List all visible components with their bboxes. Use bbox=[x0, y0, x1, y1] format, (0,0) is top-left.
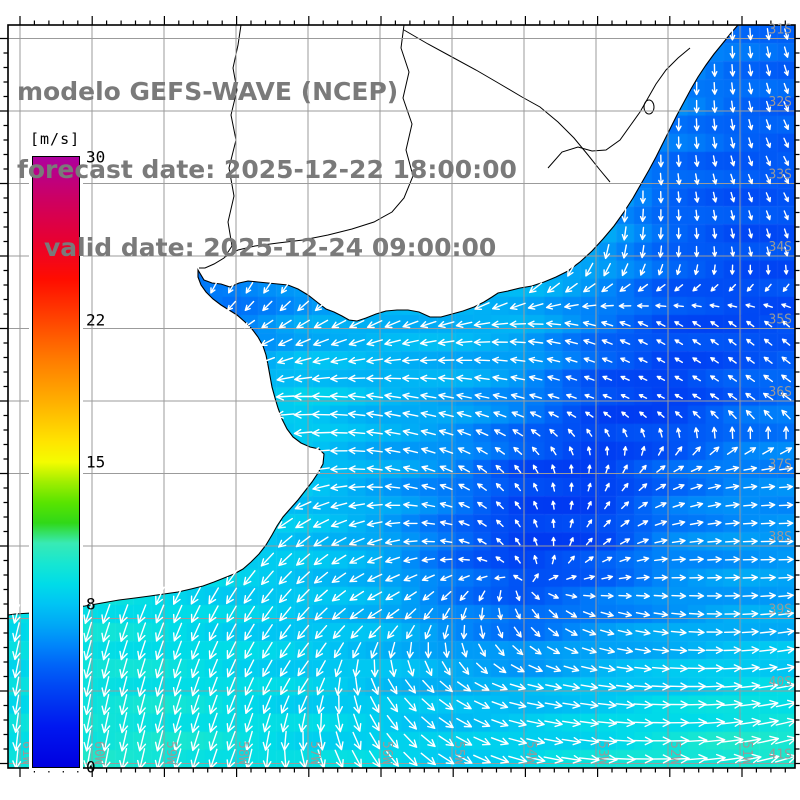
lat-label: 41S bbox=[769, 748, 792, 763]
wind-direction-arrows bbox=[12, 27, 798, 770]
coastline-land bbox=[7, 24, 740, 616]
colorbar-tick-label: 15 bbox=[86, 452, 106, 472]
model-name: modelo GEFS-WAVE (NCEP) bbox=[17, 77, 399, 106]
lagoon-outline bbox=[643, 99, 655, 115]
land-layer bbox=[7, 24, 740, 616]
river-line bbox=[403, 29, 611, 183]
lat-label: 35S bbox=[769, 313, 792, 328]
lon-label: 54W bbox=[523, 741, 538, 765]
lon-label: 58W bbox=[235, 741, 250, 765]
colorbar-tick-label: 22 bbox=[86, 310, 106, 330]
lon-label: 52W bbox=[667, 741, 682, 765]
lat-label: 33S bbox=[769, 168, 792, 183]
river-line bbox=[199, 24, 242, 269]
colorbar-tick-label: 0 bbox=[86, 757, 96, 777]
lat-label: 31S bbox=[769, 23, 792, 38]
lon-label: 56W bbox=[379, 741, 394, 765]
river-line bbox=[547, 47, 691, 169]
wind-arrow-layer bbox=[12, 27, 798, 770]
lat-label: 38S bbox=[769, 530, 792, 545]
colorbar-tick-label: 8 bbox=[86, 594, 96, 614]
lat-label: 39S bbox=[769, 603, 792, 618]
lat-label: 37S bbox=[769, 458, 792, 473]
lat-label: 40S bbox=[769, 675, 792, 690]
lon-label: 55W bbox=[451, 741, 466, 765]
graticule-layer bbox=[8, 25, 795, 768]
colorbar-gradient bbox=[32, 156, 80, 768]
river-line bbox=[224, 24, 414, 258]
lat-label: 34S bbox=[769, 240, 792, 255]
colorbar bbox=[29, 153, 83, 771]
colorbar-unit-label: [m/s] bbox=[30, 130, 81, 148]
frame-layer bbox=[0, 16, 800, 777]
map-frame bbox=[7, 24, 796, 769]
lat-label: 32S bbox=[769, 95, 792, 110]
forecast-date: forecast date: 2025-12-22 18:00:00 bbox=[17, 155, 517, 184]
lon-label: 57W bbox=[307, 741, 322, 765]
lon-label: 51W bbox=[739, 741, 754, 765]
lon-label: 60W bbox=[91, 741, 106, 765]
lon-label: 59W bbox=[163, 741, 178, 765]
lon-label: 53W bbox=[595, 741, 610, 765]
valid-date: valid date: 2025-12-24 09:00:00 bbox=[44, 233, 497, 262]
colorbar-tick-label: 30 bbox=[86, 147, 106, 167]
plot-title: modelo GEFS-WAVE (NCEP) forecast date: 2… bbox=[17, 27, 517, 313]
axis-ticks bbox=[0, 16, 800, 777]
lat-label: 36S bbox=[769, 385, 792, 400]
